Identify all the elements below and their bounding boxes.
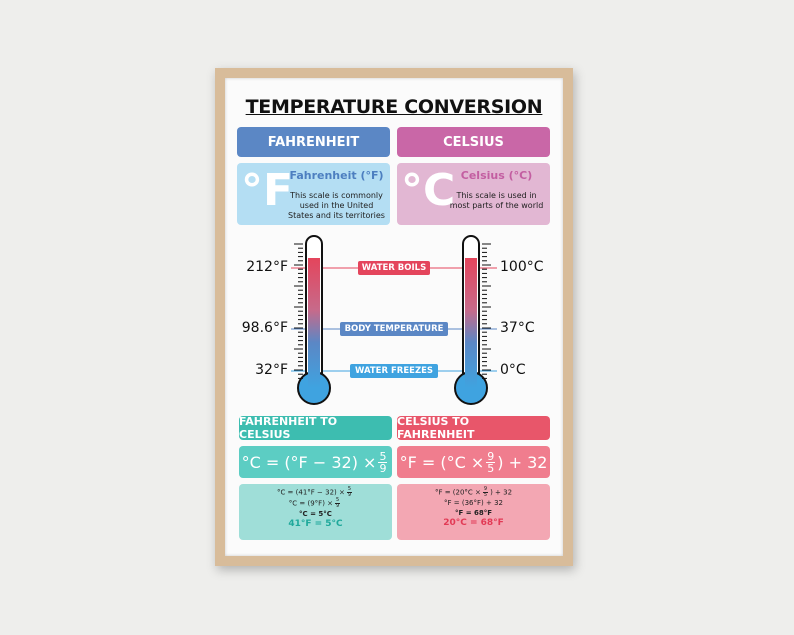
fahrenheit-description: This scale is commonly used in the Unite…: [288, 191, 385, 220]
result: 20°C = 68°F: [443, 518, 504, 528]
f-label: 32°F: [255, 362, 288, 378]
fahrenheit-info: °F Fahrenheit (°F) This scale is commonl…: [237, 163, 390, 225]
step-text: °C = (9°F) ×: [288, 499, 334, 508]
celsius-info: °C Celsius (°C) This scale is used in mo…: [397, 163, 550, 225]
numerator: 5: [378, 449, 388, 463]
event-label: BODY TEMPERATURE: [340, 322, 448, 336]
f-label: 98.6°F: [241, 320, 288, 336]
c-to-f-formula: °F = (°C × 9 5) + 32: [397, 446, 550, 478]
step: °F = (36°F) + 32: [397, 498, 550, 508]
step-text: °F = 68°F: [454, 509, 493, 517]
c-label: 37°C: [500, 320, 535, 336]
denominator: 5: [487, 461, 495, 475]
f-to-c-example: °C = (41°F − 32) × 5 9 °C = (9°F) × 5 9 °C = 5…: [239, 484, 392, 540]
step: °F = 68°F: [397, 508, 550, 518]
denominator: 9: [347, 492, 352, 498]
formula-tail: ) + 32: [497, 452, 548, 472]
thermo-part: [465, 258, 477, 388]
thermometer-right: [454, 235, 491, 405]
event-label: WATER BOILS: [358, 261, 430, 275]
f-label: 212°F: [246, 259, 288, 275]
fahrenheit-symbol: °F: [241, 165, 294, 216]
celsius-symbol: °C: [401, 165, 456, 216]
step: °C = (9°F) × 5 9: [239, 498, 392, 509]
celsius-header: CELSIUS: [397, 127, 550, 157]
f-to-c-formula: °C = (°F − 32) × 5 9: [239, 446, 392, 478]
celsius-description: This scale is used in most parts of the …: [449, 191, 544, 210]
c-to-f-header: CELSIUS TO FAHRENHEIT: [397, 415, 550, 441]
formula-text: °F = (°C ×: [399, 452, 485, 472]
numerator: 9: [482, 486, 489, 493]
fahrenheit-label: Fahrenheit (°F): [289, 169, 384, 182]
title: TEMPERATURE CONVERSION: [245, 96, 543, 118]
celsius-label: Celsius (°C): [460, 169, 533, 182]
step-text: °F = (20°C ×: [434, 488, 481, 497]
c-label: 0°C: [500, 362, 526, 378]
thermometer-left: [294, 235, 331, 405]
event-label: WATER FREEZES: [350, 364, 438, 378]
step-text: °C = (41°F − 32) ×: [276, 488, 345, 497]
numerator: 5: [346, 486, 353, 493]
f-to-c-header: FAHRENHEIT TO CELSIUS: [239, 415, 392, 441]
step-tail: ) + 32: [490, 488, 513, 497]
thermometers: [291, 235, 497, 405]
step-text: °C = 5°C: [299, 510, 332, 518]
formula-text: °C = (°F − 32) ×: [241, 452, 377, 472]
c-label: 100°C: [500, 259, 544, 275]
result: 41°F = 5°C: [288, 519, 343, 529]
numerator: 9: [486, 449, 496, 463]
step: °C = 5°C: [239, 509, 392, 519]
denominator: 5: [483, 492, 488, 498]
step-text: °F = (36°F) + 32: [444, 499, 503, 507]
numerator: 5: [335, 497, 341, 504]
step: °F = (20°C × 9 5) + 32: [397, 487, 550, 498]
denominator: 9: [379, 461, 387, 475]
c-to-f-example: °F = (20°C × 9 5) + 32 °F = (36°F) + 32 °F =…: [397, 484, 550, 540]
thermo-part: [308, 258, 320, 388]
step: °C = (41°F − 32) × 5 9: [239, 487, 392, 498]
denominator: 9: [336, 503, 340, 509]
fahrenheit-header: FAHRENHEIT: [237, 127, 390, 157]
